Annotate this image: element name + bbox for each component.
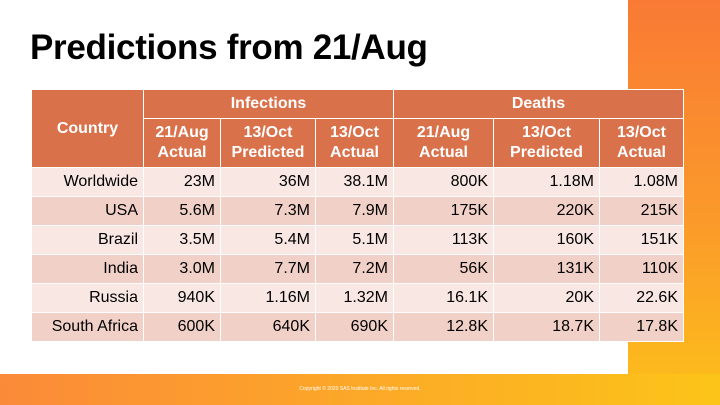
table-cell: 1.08M xyxy=(599,167,684,197)
column-header: 13/Oct Predicted xyxy=(220,118,316,168)
country-cell: Russia xyxy=(31,283,144,313)
table-cell: 160K xyxy=(493,225,600,255)
deaths-header: Deaths xyxy=(393,89,684,119)
country-header: Country xyxy=(31,89,144,168)
table-cell: 38.1M xyxy=(315,167,394,197)
table-cell: 3.0M xyxy=(143,254,221,284)
column-header: 13/Oct Predicted xyxy=(493,118,600,168)
table-cell: 7.3M xyxy=(220,196,316,226)
table-cell: 151K xyxy=(599,225,684,255)
table-cell: 5.4M xyxy=(220,225,316,255)
table-cell: 3.5M xyxy=(143,225,221,255)
table-cell: 22.6K xyxy=(599,283,684,313)
table-cell: 1.32M xyxy=(315,283,394,313)
table-cell: 940K xyxy=(143,283,221,313)
table-cell: 16.1K xyxy=(393,283,494,313)
column-header: 21/Aug Actual xyxy=(393,118,494,168)
table-cell: 215K xyxy=(599,196,684,226)
table-cell: 5.1M xyxy=(315,225,394,255)
table-cell: 23M xyxy=(143,167,221,197)
table-cell: 1.18M xyxy=(493,167,600,197)
table-cell: 18.7K xyxy=(493,312,600,342)
table-row: Brazil 3.5M 5.4M 5.1M 113K 160K 151K xyxy=(31,225,684,255)
table-cell: 56K xyxy=(393,254,494,284)
table-row: Russia 940K 1.16M 1.32M 16.1K 20K 22.6K xyxy=(31,283,684,313)
copyright-footer: Copyright © 2020 SAS Institute Inc. All … xyxy=(299,386,421,392)
country-cell: USA xyxy=(31,196,144,226)
table-cell: 7.7M xyxy=(220,254,316,284)
table-row: South Africa 600K 640K 690K 12.8K 18.7K … xyxy=(31,312,684,342)
table-cell: 12.8K xyxy=(393,312,494,342)
column-header: 13/Oct Actual xyxy=(315,118,394,168)
table-row: India 3.0M 7.7M 7.2M 56K 131K 110K xyxy=(31,254,684,284)
table-cell: 7.2M xyxy=(315,254,394,284)
table-cell: 175K xyxy=(393,196,494,226)
table-row: USA 5.6M 7.3M 7.9M 175K 220K 215K xyxy=(31,196,684,226)
country-cell: India xyxy=(31,254,144,284)
table-cell: 7.9M xyxy=(315,196,394,226)
table-cell: 5.6M xyxy=(143,196,221,226)
sub-header-row: 21/Aug Actual 13/Oct Predicted 13/Oct Actua… xyxy=(32,118,684,168)
slide-title: Predictions from 21/Aug xyxy=(30,28,428,67)
table-cell: 17.8K xyxy=(599,312,684,342)
table-cell: 220K xyxy=(493,196,600,226)
table-cell: 800K xyxy=(393,167,494,197)
table-cell: 131K xyxy=(493,254,600,284)
table-cell: 110K xyxy=(599,254,684,284)
table-row: Worldwide 23M 36M 38.1M 800K 1.18M 1.08M xyxy=(31,167,684,197)
country-cell: Worldwide xyxy=(31,167,144,197)
table-cell: 1.16M xyxy=(220,283,316,313)
table-cell: 20K xyxy=(493,283,600,313)
predictions-table: Country Infections Deaths 21/Aug Actual 1… xyxy=(31,89,684,342)
group-header-row: Country Infections Deaths xyxy=(31,89,684,168)
country-cell: South Africa xyxy=(31,312,144,342)
column-header: 13/Oct Actual xyxy=(599,118,684,168)
country-cell: Brazil xyxy=(31,225,144,255)
table-cell: 36M xyxy=(220,167,316,197)
table-cell: 690K xyxy=(315,312,394,342)
table-cell: 113K xyxy=(393,225,494,255)
column-header: 21/Aug Actual xyxy=(143,118,221,168)
orange-bottom-band xyxy=(0,374,720,405)
infections-header: Infections xyxy=(143,89,394,119)
table-cell: 640K xyxy=(220,312,316,342)
table-cell: 600K xyxy=(143,312,221,342)
